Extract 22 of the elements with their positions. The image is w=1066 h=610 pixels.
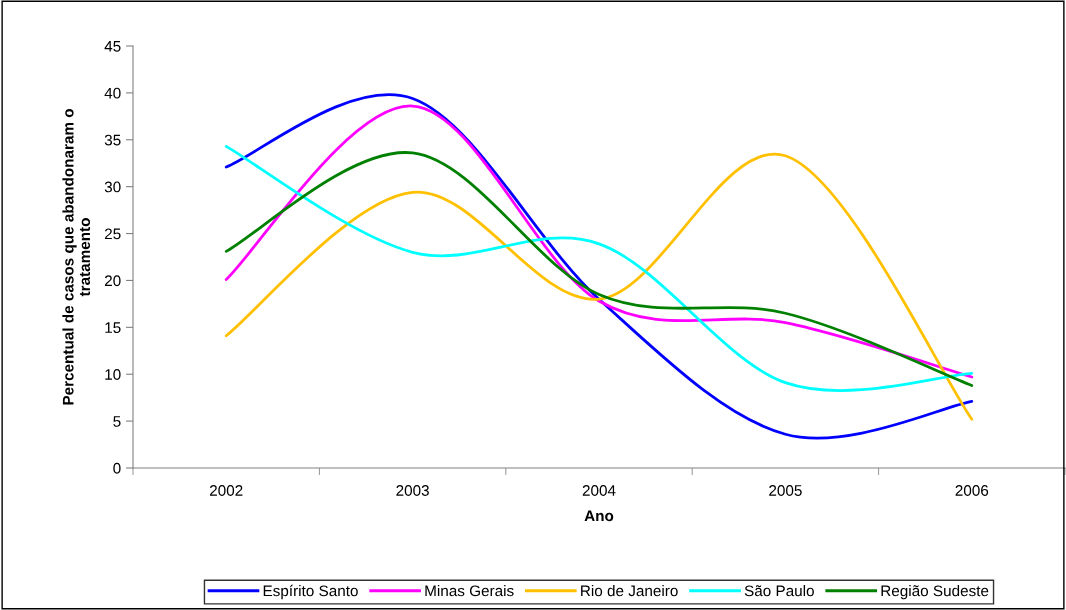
y-tick-label: 30	[104, 181, 121, 193]
y-tick-label: 20	[104, 275, 121, 287]
y-tick-label: 15	[105, 322, 121, 334]
x-tick-label: 2005	[769, 485, 802, 496]
legend-label: Região Sudeste	[881, 585, 989, 600]
y-tick-label: 10	[105, 369, 121, 380]
y-tick-label: 40	[104, 87, 121, 99]
y-tick-label: 45	[104, 41, 121, 52]
y-tick-label: 25	[104, 228, 121, 240]
y-tick-label: 5	[113, 416, 121, 427]
x-tick-label: 2006	[955, 485, 989, 496]
legend-label: Espírito Santo	[263, 584, 358, 600]
y-tick-label: 0	[113, 462, 121, 474]
x-tick-label: 2002	[209, 485, 243, 496]
x-tick-label: 2003	[396, 485, 429, 496]
legend-label: Rio de Janeiro	[581, 585, 678, 597]
x-tick-label: 2004	[582, 485, 616, 496]
y-tick-label: 35	[104, 134, 121, 146]
legend-label: São Paulo	[744, 585, 814, 597]
legend-label: Minas Gerais	[425, 585, 514, 597]
x-axis-title: Ano	[584, 510, 614, 522]
y-axis-title: Percentual de casos que abandonaram o tratamento	[62, 109, 91, 405]
